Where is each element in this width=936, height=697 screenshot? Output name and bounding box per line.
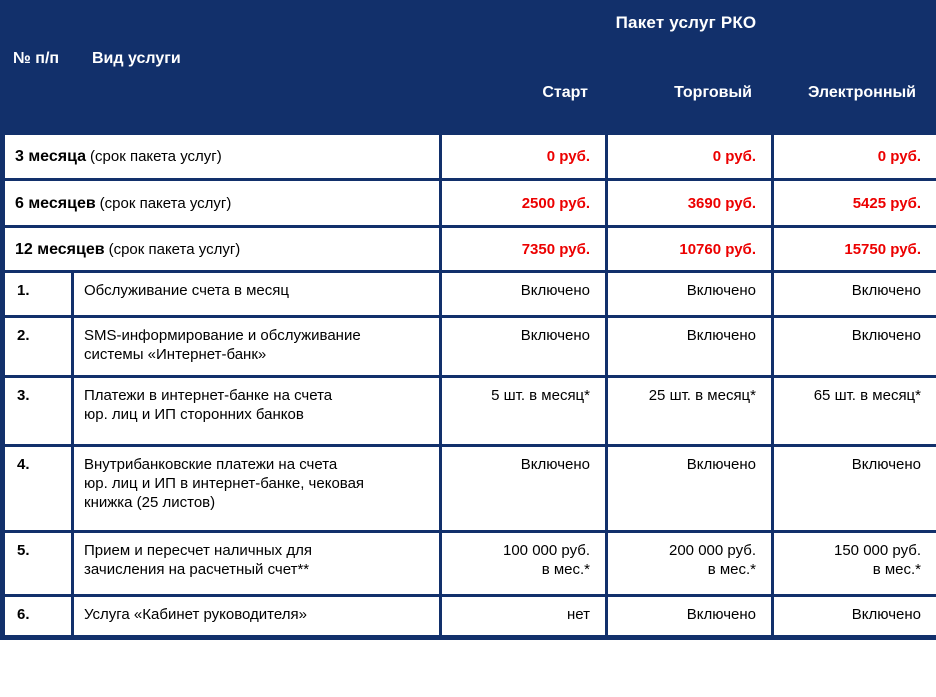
row-number-cell: 4. xyxy=(1,444,74,533)
duration-row: 6 месяцев (срок пакета услуг) 2500 руб. 3… xyxy=(1,178,936,228)
service-value-cell: 200 000 руб. в мес.* xyxy=(605,530,774,597)
row-number-cell: 1. xyxy=(1,270,74,318)
tariff-table: 3 месяца (срок пакета услуг) 0 руб. 0 руб… xyxy=(0,130,936,640)
header-title: Пакет услуг РКО xyxy=(615,13,757,32)
package-header-torgovy: Торговый xyxy=(674,84,752,101)
price-cell: 0 руб. xyxy=(439,131,608,181)
duration-note: (срок пакета услуг) xyxy=(108,240,241,258)
row-number-cell: 6. xyxy=(1,594,74,639)
service-value-cell: 25 шт. в месяц* xyxy=(605,375,774,447)
service-label-cell: SMS-информирование и обслуживание систем… xyxy=(71,315,442,378)
column-header-service: Вид услуги xyxy=(92,50,181,67)
price-cell: 7350 руб. xyxy=(439,225,608,273)
service-label-cell: Прием и пересчет наличных для зачисления… xyxy=(71,530,442,597)
service-value-cell: Включено xyxy=(771,315,936,378)
duration-row: 3 месяца (срок пакета услуг) 0 руб. 0 руб… xyxy=(1,131,936,181)
price-cell: 10760 руб. xyxy=(605,225,774,273)
service-value-cell: 65 шт. в месяц* xyxy=(771,375,936,447)
price-cell: 5425 руб. xyxy=(771,178,936,228)
service-value-cell: 150 000 руб. в мес.* xyxy=(771,530,936,597)
service-value-cell: Включено xyxy=(605,315,774,378)
row-number-cell: 3. xyxy=(1,375,74,447)
duration-term: 12 месяцев xyxy=(15,240,105,258)
price-cell: 2500 руб. xyxy=(439,178,608,228)
service-value-cell: нет xyxy=(439,594,608,639)
service-value-cell: Включено xyxy=(771,594,936,639)
duration-note: (срок пакета услуг) xyxy=(90,148,222,165)
service-value-cell: Включено xyxy=(771,444,936,533)
package-header-start: Старт xyxy=(542,84,588,101)
table-header: Пакет услуг РКО № п/п Вид услуги Старт Т… xyxy=(0,0,936,130)
price-cell: 0 руб. xyxy=(605,131,774,181)
row-number-cell: 2. xyxy=(1,315,74,378)
duration-label-cell: 12 месяцев (срок пакета услуг) xyxy=(1,225,442,273)
service-value-cell: 100 000 руб. в мес.* xyxy=(439,530,608,597)
price-cell: 0 руб. xyxy=(771,131,936,181)
price-cell: 15750 руб. xyxy=(771,225,936,273)
service-value-cell: Включено xyxy=(605,594,774,639)
duration-term: 6 месяцев xyxy=(15,194,96,212)
service-label-cell: Платежи в интернет-банке на счета юр. ли… xyxy=(71,375,442,447)
service-label-cell: Услуга «Кабинет руководителя» xyxy=(71,594,442,639)
duration-note: (срок пакета услуг) xyxy=(99,194,232,212)
service-row: 2. SMS-информирование и обслуживание сис… xyxy=(1,315,936,378)
service-value-cell: Включено xyxy=(439,444,608,533)
service-row: 6. Услуга «Кабинет руководителя» нет Вкл… xyxy=(1,594,936,639)
service-value-cell: Включено xyxy=(605,444,774,533)
row-number-cell: 5. xyxy=(1,530,74,597)
service-row: 4. Внутрибанковские платежи на счета юр.… xyxy=(1,444,936,533)
service-row: 3. Платежи в интернет-банке на счета юр.… xyxy=(1,375,936,447)
duration-term: 3 месяца xyxy=(15,148,87,165)
service-row: 1. Обслуживание счета в месяц Включено В… xyxy=(1,270,936,318)
service-row: 5. Прием и пересчет наличных для зачисле… xyxy=(1,530,936,597)
duration-label-cell: 3 месяца (срок пакета услуг) xyxy=(1,131,442,181)
column-header-number: № п/п xyxy=(13,50,60,67)
duration-label-cell: 6 месяцев (срок пакета услуг) xyxy=(1,178,442,228)
service-label-cell: Внутрибанковские платежи на счета юр. ли… xyxy=(71,444,442,533)
package-column-headers: Старт Торговый Электронный xyxy=(440,84,932,102)
duration-row: 12 месяцев (срок пакета услуг) 7350 руб. … xyxy=(1,225,936,273)
package-header-electronny: Электронный xyxy=(807,84,916,101)
service-value-cell: 5 шт. в месяц* xyxy=(439,375,608,447)
price-cell: 3690 руб. xyxy=(605,178,774,228)
service-label-cell: Обслуживание счета в месяц xyxy=(71,270,442,318)
service-value-cell: Включено xyxy=(439,315,608,378)
service-value-cell: Включено xyxy=(605,270,774,318)
service-value-cell: Включено xyxy=(439,270,608,318)
service-value-cell: Включено xyxy=(771,270,936,318)
